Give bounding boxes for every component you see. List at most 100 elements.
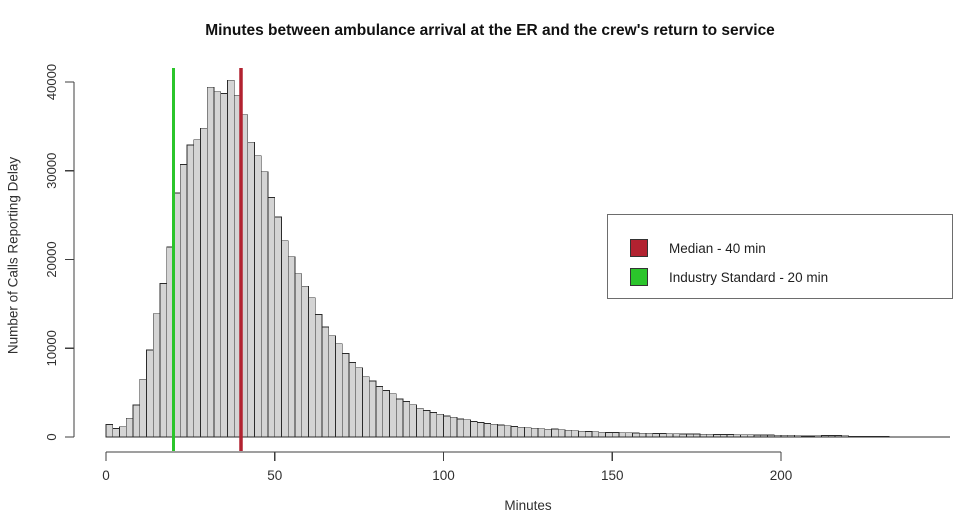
histogram-bar [578, 430, 586, 438]
histogram-bar [456, 418, 465, 438]
y-tick-label: 10000 [44, 330, 59, 366]
histogram-bar [611, 432, 620, 438]
histogram-bar [665, 433, 674, 438]
histogram-bar [713, 434, 721, 438]
histogram-bar [409, 404, 417, 438]
histogram-bar [139, 378, 147, 438]
x-tick-label: 100 [432, 468, 455, 483]
histogram-bar [935, 436, 944, 438]
histogram-bar [213, 91, 222, 438]
histogram-bar [227, 79, 235, 438]
y-tick-label: 0 [44, 433, 59, 440]
histogram-bar [422, 410, 431, 438]
histogram-bar [287, 256, 296, 438]
histogram-bar [760, 434, 768, 438]
x-axis-label: Minutes [504, 498, 552, 513]
histogram-bar [827, 435, 836, 438]
histogram-bar [200, 127, 208, 438]
histogram-bar [321, 326, 330, 438]
histogram-bar [328, 335, 336, 438]
histogram-bar [625, 432, 633, 438]
y-axis-label: Number of Calls Reporting Delay [5, 156, 21, 355]
histogram-bar [672, 433, 681, 438]
histogram-bar [571, 430, 579, 438]
histogram-bar [449, 416, 458, 438]
histogram-bar [301, 285, 309, 438]
y-tick-label: 40000 [44, 64, 59, 100]
x-tick-label: 200 [770, 468, 793, 483]
histogram-bar [206, 86, 215, 438]
histogram-bar [314, 314, 323, 438]
histogram-bar [895, 436, 903, 438]
histogram-bar [868, 436, 876, 438]
histogram-bar [875, 436, 883, 438]
histogram-bar [497, 424, 505, 438]
histogram-bar [152, 313, 161, 438]
histogram-bar [686, 433, 694, 438]
histogram-bar [814, 435, 822, 438]
histogram-bar [112, 428, 120, 438]
histogram-bar [254, 155, 262, 438]
histogram-bar [476, 422, 485, 438]
histogram-bar [335, 343, 343, 438]
histogram-bar [416, 407, 424, 438]
histogram-bar [483, 423, 492, 438]
histogram-bar [132, 404, 141, 438]
histogram-bar [861, 436, 870, 438]
legend-entry-median: Median - 40 min [630, 239, 952, 257]
histogram-bar [267, 197, 276, 438]
histogram-bar [375, 386, 384, 438]
histogram-bar [119, 426, 127, 438]
histogram-bar [294, 273, 303, 438]
histogram-bar [841, 435, 849, 438]
histogram-bar [179, 164, 188, 438]
histogram-bar [706, 433, 714, 438]
histogram-bar [530, 427, 539, 438]
histogram-bar [929, 436, 937, 438]
median-swatch [630, 239, 648, 257]
histogram-bar [794, 435, 802, 438]
x-tick-label: 0 [102, 468, 110, 483]
histogram-bar [402, 401, 411, 438]
histogram-bar [274, 216, 282, 438]
histogram-bar [186, 144, 195, 438]
histogram-bar [692, 433, 701, 438]
y-tick-label: 20000 [44, 241, 59, 277]
histogram-bar [733, 434, 741, 438]
histogram-bar [470, 421, 478, 438]
histogram-bar [551, 428, 559, 438]
histogram-bar [726, 434, 735, 438]
histogram-bar [281, 240, 289, 438]
histogram-bar [942, 436, 951, 438]
histogram-bar [510, 426, 519, 438]
x-tick-label: 150 [601, 468, 624, 483]
histogram-bar [699, 433, 708, 438]
y-tick-label: 30000 [44, 153, 59, 189]
histogram-bar [443, 415, 451, 438]
legend-entry-industry-standard: Industry Standard - 20 min [630, 268, 952, 286]
histogram-bar [679, 433, 687, 438]
histogram-bar [753, 434, 762, 438]
histogram-bar [564, 429, 573, 438]
x-tick-label: 50 [267, 468, 282, 483]
histogram-bar [780, 434, 789, 438]
histogram-bar [632, 432, 640, 438]
histogram-bar [348, 362, 357, 438]
histogram-bar [389, 393, 397, 438]
histogram-bar [881, 436, 890, 438]
histogram-bar [740, 434, 748, 438]
histogram-bar [800, 435, 809, 438]
histogram-bar [645, 432, 654, 438]
histogram-bar [308, 297, 316, 438]
histogram-bar [807, 435, 816, 438]
histogram-bar [618, 432, 627, 438]
histogram-bar [746, 434, 755, 438]
histogram-bar [915, 436, 924, 438]
histogram-bar [146, 349, 154, 438]
histogram-bar [463, 419, 471, 438]
histogram-bar [247, 141, 255, 438]
histogram-bar [503, 425, 512, 438]
histogram-bar [355, 367, 363, 438]
histogram-bar [537, 428, 546, 438]
